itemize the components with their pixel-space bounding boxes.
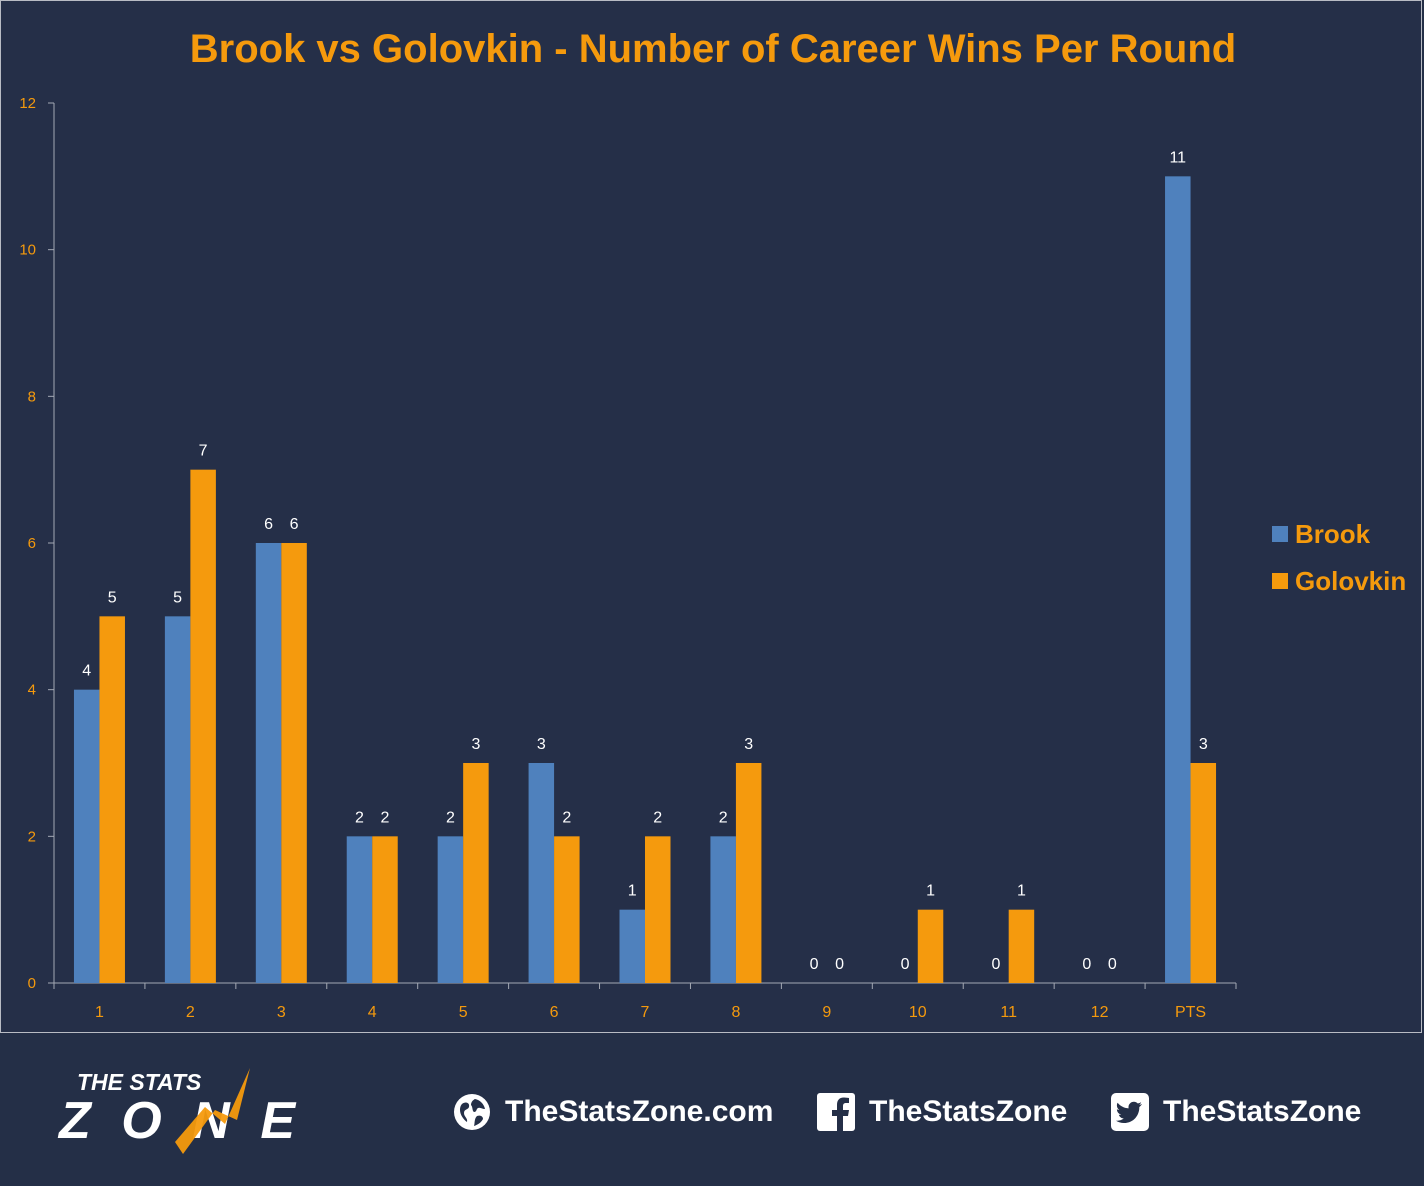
bar-brook-1	[73, 689, 100, 983]
facebook-text: TheStatsZone	[869, 1095, 1068, 1128]
bar-golovkin-11	[1008, 909, 1035, 983]
bar-brook-8	[710, 836, 736, 983]
stats-zone-logo: THE STATS ZONE	[55, 1062, 305, 1162]
bar-brook-pts	[1165, 176, 1191, 984]
bar-golovkin-7	[645, 836, 671, 983]
twitter-link[interactable]: TheStatsZone	[1111, 1092, 1361, 1132]
legend-swatch-brook	[1272, 526, 1288, 542]
legend-swatch-golovkin	[1272, 573, 1288, 589]
data-label-golovkin-12: 0	[1108, 956, 1117, 973]
data-label-brook-1: 4	[82, 663, 91, 680]
website-link[interactable]: TheStatsZone.com	[453, 1092, 773, 1132]
data-label-brook-9: 0	[810, 956, 819, 973]
y-tick-label: 10	[19, 242, 36, 259]
bar-brook-3	[255, 543, 282, 983]
bar-golovkin-4	[372, 836, 398, 983]
data-label-brook-pts: 11	[1169, 149, 1186, 166]
twitter-text: TheStatsZone	[1163, 1095, 1362, 1128]
data-label-brook-3: 6	[264, 516, 273, 533]
data-label-golovkin-5: 3	[471, 736, 480, 753]
data-label-brook-5: 2	[446, 809, 455, 826]
bar-brook-2	[164, 616, 191, 983]
x-tick-label: 7	[641, 1004, 650, 1021]
logo-text-top: THE STATS	[77, 1069, 202, 1095]
y-tick-label: 8	[28, 388, 36, 405]
data-label-brook-7: 1	[628, 883, 637, 900]
data-label-golovkin-3: 6	[290, 516, 299, 533]
x-tick-label: 8	[731, 1004, 740, 1021]
data-label-golovkin-9: 0	[835, 956, 844, 973]
bar-golovkin-5	[463, 763, 489, 983]
bar-golovkin-6	[554, 836, 580, 983]
bar-brook-4	[346, 836, 373, 983]
facebook-link[interactable]: TheStatsZone	[817, 1092, 1067, 1132]
x-tick-label: 3	[277, 1004, 286, 1021]
legend-label-brook: Brook	[1295, 519, 1371, 549]
facebook-icon	[817, 1093, 855, 1131]
bar-chart: Brook vs Golovkin - Number of Career Win…	[19, 27, 1406, 1021]
twitter-icon	[1111, 1093, 1149, 1131]
y-tick-label: 12	[19, 95, 36, 112]
data-label-brook-4: 2	[355, 809, 364, 826]
legend: Brook Golovkin	[1272, 519, 1406, 596]
data-label-brook-2: 5	[173, 589, 182, 606]
chart-panel: Brook vs Golovkin - Number of Career Win…	[0, 0, 1422, 1033]
data-label-golovkin-8: 3	[744, 736, 753, 753]
x-tick-label: 4	[368, 1004, 377, 1021]
website-text: TheStatsZone.com	[505, 1095, 774, 1128]
bar-golovkin-10	[917, 909, 944, 983]
y-tick-label: 4	[28, 682, 36, 699]
bars	[73, 176, 1217, 984]
x-tick-label: 6	[550, 1004, 559, 1021]
data-label-brook-11: 0	[991, 956, 1000, 973]
bar-golovkin-2	[190, 469, 216, 984]
x-tick-label: 1	[95, 1004, 104, 1021]
x-tick-label: 2	[186, 1004, 195, 1021]
globe-icon	[454, 1094, 490, 1130]
y-tick-label: 6	[28, 535, 36, 552]
bar-golovkin-3	[281, 543, 307, 983]
data-label-golovkin-6: 2	[562, 809, 571, 826]
y-tick-label: 2	[28, 828, 36, 845]
data-label-brook-12: 0	[1082, 956, 1091, 973]
bar-brook-7	[619, 909, 645, 983]
x-tick-label: 5	[459, 1004, 468, 1021]
chart-title: Brook vs Golovkin - Number of Career Win…	[190, 27, 1236, 71]
bar-brook-6	[528, 763, 555, 983]
bar-golovkin-8	[735, 763, 762, 983]
data-label-golovkin-11: 1	[1017, 883, 1026, 900]
y-tick-label: 0	[28, 975, 36, 992]
data-label-golovkin-1: 5	[108, 589, 117, 606]
x-axis: 1 2 3 4 5 6 7 8 9 10 11 12 PTS	[53, 982, 1237, 1021]
data-label-brook-10: 0	[901, 956, 910, 973]
x-tick-label: 11	[1000, 1004, 1017, 1021]
bar-golovkin-1	[99, 616, 125, 983]
data-label-brook-6: 3	[537, 736, 546, 753]
bar-golovkin-pts	[1190, 763, 1217, 983]
data-label-golovkin-pts: 3	[1199, 736, 1208, 753]
x-tick-label: 10	[909, 1004, 927, 1021]
x-tick-label: PTS	[1175, 1004, 1206, 1021]
data-label-golovkin-7: 2	[653, 809, 662, 826]
data-label-golovkin-10: 1	[926, 883, 935, 900]
x-tick-label: 12	[1091, 1004, 1109, 1021]
data-label-golovkin-2: 7	[199, 443, 208, 460]
data-label-golovkin-4: 2	[381, 809, 390, 826]
bar-brook-5	[437, 836, 464, 983]
legend-label-golovkin: Golovkin	[1295, 566, 1406, 596]
y-axis: 0 2 4 6 8 10 12	[19, 95, 55, 992]
data-label-brook-8: 2	[719, 809, 728, 826]
x-tick-label: 9	[822, 1004, 831, 1021]
